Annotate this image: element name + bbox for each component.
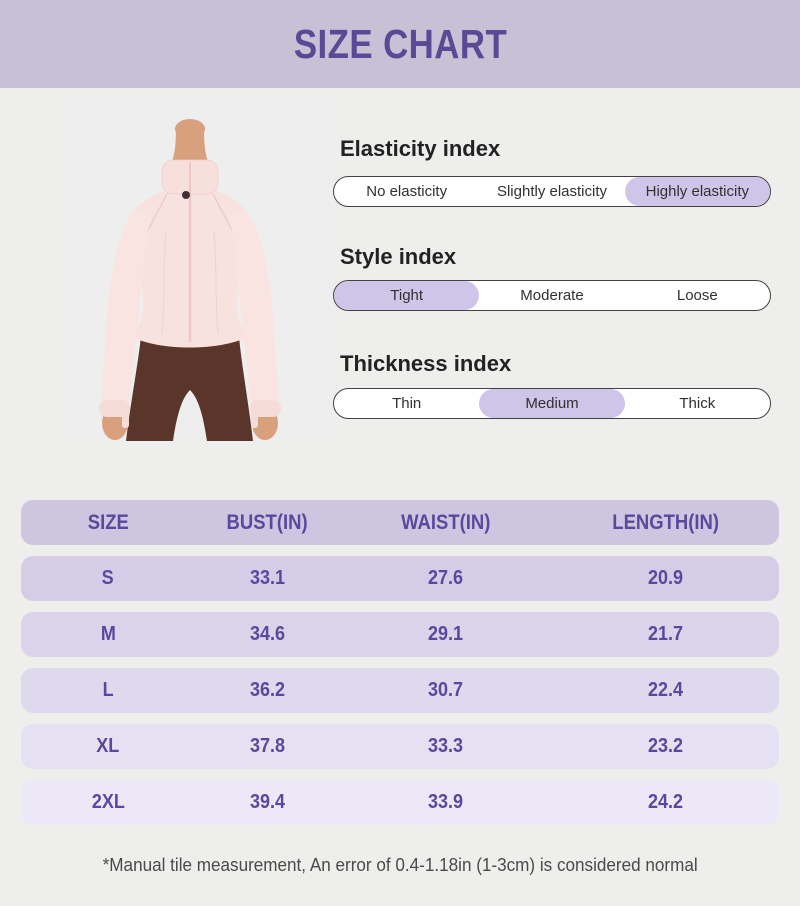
option-no-elasticity: No elasticity [366,183,448,200]
waist-value: 33.9 [427,791,463,813]
length-value: 24.2 [647,791,683,813]
option-slightly-elasticity: Slightly elasticity [496,183,608,200]
leggings-shape [126,321,253,441]
length-value: 22.4 [647,679,683,701]
column-header-size: SIZE [87,510,129,534]
column-header-waist: WAIST(IN) [400,510,491,534]
cuff-right [250,400,281,417]
elasticity-index-heading: Elasticity index [340,136,501,161]
waist-value: 27.6 [427,567,463,589]
length-value: 21.7 [647,623,683,645]
style-index-heading: Style index [340,244,457,269]
product-photo [70,96,335,441]
neck-shape [168,126,212,168]
option-tight: Tight [334,281,480,310]
thumb-strap-right [251,412,258,428]
sleeve-left-shape [101,208,151,416]
thickness-scale: Thin Medium Thick [333,388,771,419]
bust-value: 39.4 [249,791,285,813]
table-row-s: S 33.1 27.6 20.9 [21,556,779,601]
elasticity-scale: No elasticity Slightly elasticity Highly… [333,176,771,207]
header-banner: SIZE CHART [0,0,800,88]
column-header-length: LENGTH(IN) [611,510,719,534]
option-loose: Loose [676,287,718,304]
bust-value: 33.1 [249,567,285,589]
bust-value: 37.8 [249,735,285,757]
table-row-2xl: 2XL 39.4 33.9 24.2 [21,780,779,825]
size-value: 2XL [91,791,125,813]
option-medium: Medium [479,389,625,418]
size-value: L [102,679,114,701]
thickness-index-heading: Thickness index [340,351,512,376]
cuff-left [99,400,130,417]
column-header-bust: BUST(IN) [226,510,308,534]
length-value: 23.2 [647,735,683,757]
thumb-strap-left [122,412,129,428]
zipper-pull [182,191,190,199]
bust-value: 36.2 [249,679,285,701]
waist-value: 29.1 [427,623,463,645]
style-scale: Tight Moderate Loose [333,280,771,311]
waist-value: 33.3 [427,735,463,757]
option-thick: Thick [679,395,716,412]
princess-seam-left [161,230,167,335]
option-moderate: Moderate [520,287,584,304]
measurement-note: *Manual tile measurement, An error of 0.… [102,855,698,875]
option-highly-elasticity: Highly elasticity [624,177,770,206]
waist-value: 30.7 [427,679,463,701]
princess-seam-right [213,230,219,335]
bust-value: 34.6 [249,623,285,645]
table-row-xl: XL 37.8 33.3 23.2 [21,724,779,769]
size-table: SIZE BUST(IN) WAIST(IN) LENGTH(IN) S 33.… [21,500,779,836]
length-value: 20.9 [647,567,683,589]
size-value: XL [96,735,120,757]
table-header-row: SIZE BUST(IN) WAIST(IN) LENGTH(IN) [21,500,779,545]
page-title: SIZE CHART [293,20,507,67]
table-row-l: L 36.2 30.7 22.4 [21,668,779,713]
size-value: S [102,567,115,589]
sleeve-right-shape [229,208,279,416]
size-value: M [100,623,116,645]
table-row-m: M 34.6 29.1 21.7 [21,612,779,657]
option-thin: Thin [392,395,422,412]
